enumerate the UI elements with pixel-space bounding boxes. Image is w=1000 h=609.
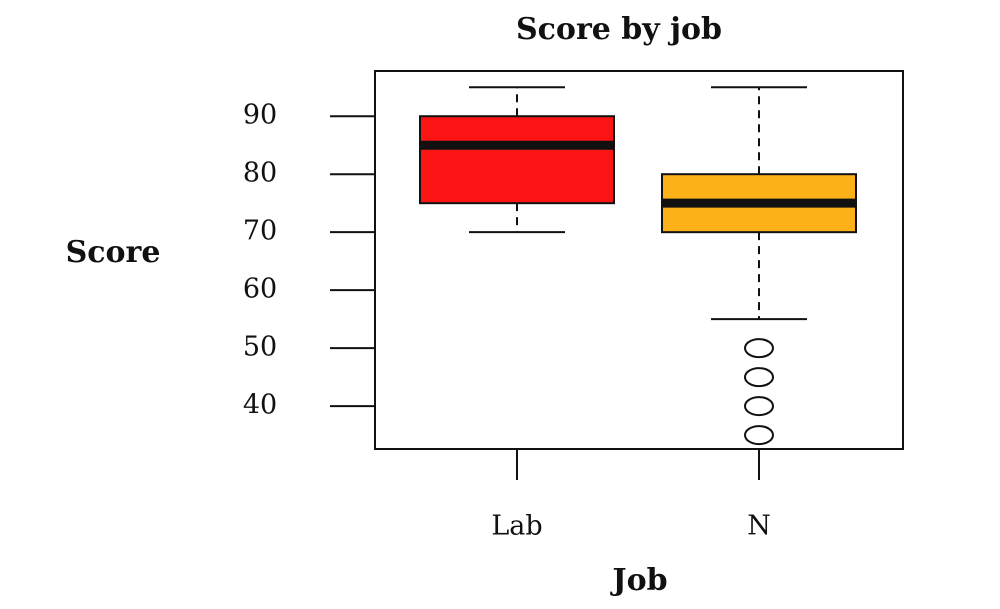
x-tick-label: N bbox=[747, 511, 771, 542]
x-tick-label: Lab bbox=[491, 511, 542, 542]
x-axis-label: Job bbox=[609, 563, 667, 598]
y-tick-label: 40 bbox=[243, 390, 277, 421]
y-tick-label: 90 bbox=[243, 100, 277, 131]
outlier bbox=[744, 425, 774, 446]
outlier bbox=[744, 396, 774, 417]
y-tick-label: 60 bbox=[243, 274, 277, 305]
y-tick-label: 50 bbox=[243, 332, 277, 363]
outlier bbox=[744, 338, 774, 359]
y-axis-label: Score bbox=[66, 235, 161, 270]
chart-title: Score by job bbox=[516, 12, 722, 47]
outlier bbox=[744, 367, 774, 388]
y-tick-label: 80 bbox=[243, 158, 277, 189]
y-tick-label: 70 bbox=[243, 216, 277, 247]
box bbox=[419, 115, 615, 205]
plot-frame bbox=[374, 70, 904, 450]
